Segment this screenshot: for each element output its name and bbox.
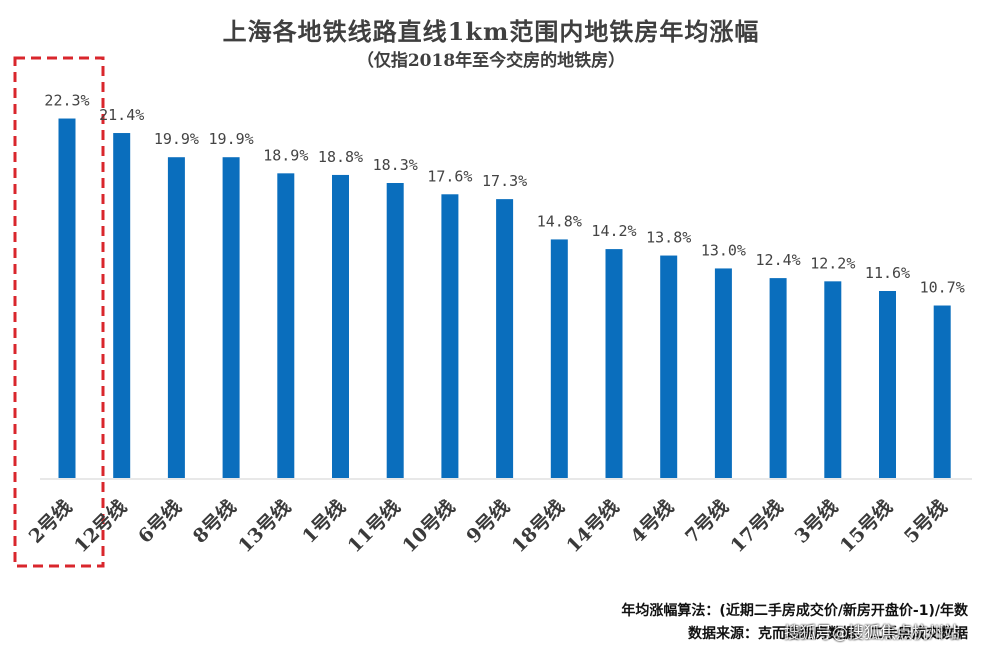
x-tick-label: 18号线: [507, 495, 569, 557]
data-label: 18.3%: [373, 156, 418, 174]
x-tick-label: 14号线: [562, 495, 624, 557]
data-label: 19.9%: [209, 130, 254, 148]
x-tick-label: 12号线: [69, 495, 131, 557]
data-label: 22.3%: [44, 92, 89, 110]
x-tick-label: 10号线: [398, 495, 460, 557]
x-tick-label: 8号线: [188, 495, 240, 547]
data-label: 19.9%: [154, 130, 199, 148]
data-label: 10.7%: [920, 279, 965, 297]
data-label: 17.6%: [427, 167, 472, 185]
x-tick-label: 17号线: [726, 495, 788, 557]
data-label: 13.8%: [646, 229, 691, 247]
bar: [277, 173, 295, 478]
data-label: 12.4%: [756, 251, 801, 269]
bar: [660, 255, 678, 478]
bar: [441, 194, 459, 478]
x-tick-label: 13号线: [233, 495, 295, 557]
data-label: 14.2%: [591, 222, 636, 240]
watermark: 搜狐号@搜狐焦点杭州站: [783, 623, 960, 642]
chart-subtitle: （仅指2018年至今交房的地铁房）: [356, 51, 626, 71]
x-tick-label: 4号线: [626, 495, 678, 547]
bar: [605, 249, 623, 478]
x-tick-label: 7号线: [680, 495, 732, 547]
data-label: 11.6%: [865, 264, 910, 282]
x-tick-label: 5号线: [899, 495, 951, 547]
highlight-box: [13, 56, 105, 568]
x-tick-label: 6号线: [133, 495, 185, 547]
bar: [879, 291, 896, 478]
bar: [496, 199, 514, 478]
x-tick-label: 15号线: [835, 495, 897, 557]
bar: [933, 305, 951, 478]
data-label: 12.2%: [810, 254, 855, 272]
bar: [113, 133, 131, 479]
data-label: 18.8%: [318, 148, 363, 166]
bar: [824, 281, 842, 478]
bar: [332, 174, 349, 478]
data-label: 14.8%: [537, 212, 582, 230]
x-tick-label: 1号线: [298, 495, 350, 547]
x-tick-label: 3号线: [790, 495, 842, 547]
bar: [769, 278, 787, 478]
bar: [714, 268, 732, 478]
chart-title: 上海各地铁线路直线1km范围内地铁房年均涨幅: [222, 17, 760, 46]
data-label: 18.9%: [263, 146, 308, 164]
data-label: 13.0%: [701, 241, 746, 259]
bar: [386, 183, 404, 478]
bar: [167, 157, 185, 478]
x-tick-label: 9号线: [462, 495, 514, 547]
bar: [222, 157, 240, 478]
data-label: 21.4%: [99, 106, 144, 124]
x-tick-label: 2号线: [24, 495, 76, 547]
algorithm-footnote: 年均涨幅算法：(近期二手房成交价/新房开盘价-1)/年数: [621, 603, 968, 619]
source-footnote: 数据来源：克而瑞新房数据、二手房成交数据: [688, 626, 968, 642]
x-tick-label: 11号线: [343, 495, 405, 557]
bar: [58, 118, 76, 479]
data-label: 17.3%: [482, 172, 527, 190]
bar: [550, 239, 568, 478]
